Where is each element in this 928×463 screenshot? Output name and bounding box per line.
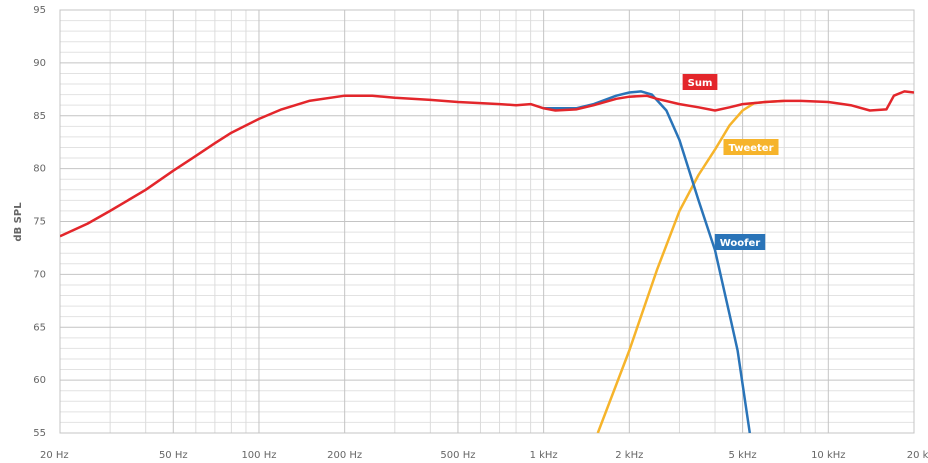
x-tick-label: 5 kHz	[729, 450, 757, 461]
legend-label: Woofer	[720, 238, 761, 249]
y-tick-label: 80	[33, 164, 46, 175]
legend-item: Woofer	[714, 234, 766, 250]
y-tick-label: 60	[33, 375, 46, 386]
legend-box	[723, 139, 779, 155]
x-tick-label: 50 Hz	[159, 450, 188, 461]
line-series	[60, 90, 914, 238]
legend-item: Sum	[682, 74, 718, 90]
y-tick-label: 55	[33, 428, 46, 439]
x-tick-label: 100 Hz	[241, 450, 276, 461]
y-axis-label: dB SPL	[13, 202, 24, 242]
legend-label: Sum	[688, 78, 713, 89]
y-tick-label: 95	[33, 5, 46, 16]
x-tick-label: 20 kHz	[907, 450, 928, 461]
y-tick-label: 75	[33, 217, 46, 228]
x-tick-label: 2 kHz	[615, 450, 643, 461]
y-tick-label: 85	[33, 111, 46, 122]
line-series	[543, 90, 752, 433]
x-tick-label: 10 kHz	[811, 450, 845, 461]
x-tick-label: 500 Hz	[440, 450, 475, 461]
legend-label: Tweeter	[728, 143, 773, 154]
y-tick-label: 65	[33, 322, 46, 333]
legend-box	[714, 234, 766, 250]
legend-box	[682, 74, 718, 90]
y-tick-label: 90	[33, 58, 46, 69]
y-tick-label: 70	[33, 269, 46, 280]
legend-item: Tweeter	[723, 139, 779, 155]
x-tick-label: 200 Hz	[327, 450, 362, 461]
plot-border	[59, 9, 915, 434]
x-tick-label: 1 kHz	[530, 450, 558, 461]
x-tick-label: 20 Hz	[40, 450, 69, 461]
